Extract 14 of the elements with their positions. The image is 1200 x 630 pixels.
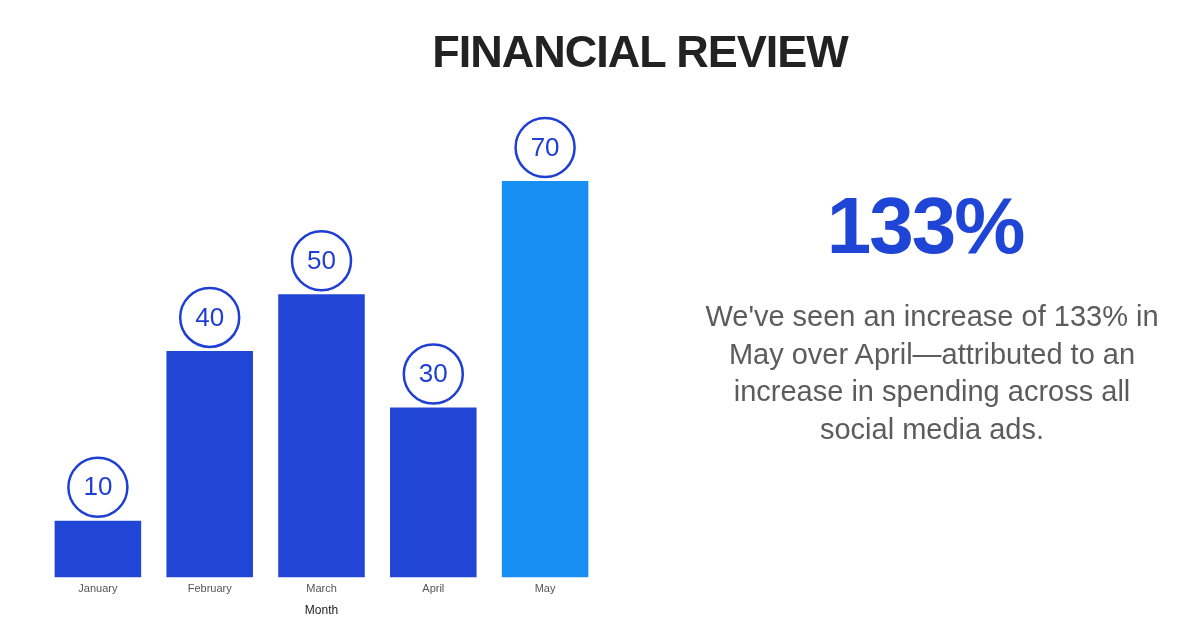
data-label: 30: [418, 358, 448, 389]
x-tick-label: March: [306, 582, 337, 595]
x-tick-label: February: [187, 582, 233, 595]
x-tick-label: January: [78, 582, 118, 595]
x-axis-title: Month: [304, 603, 339, 618]
data-label: 50: [307, 244, 336, 275]
text: 133%: [825, 180, 1025, 272]
x-tick-label: May: [534, 582, 556, 595]
text: We've seen an increase of 133% in May over April—attributed to an increase in spending across all social media ads.: [704, 299, 1160, 447]
chart-title: FINANCIAL REVIEW: [431, 25, 850, 79]
data-label: 10: [83, 471, 113, 502]
x-tick-label: April: [422, 582, 445, 595]
data-label: 40: [195, 301, 225, 332]
data-label: 70: [530, 131, 560, 162]
